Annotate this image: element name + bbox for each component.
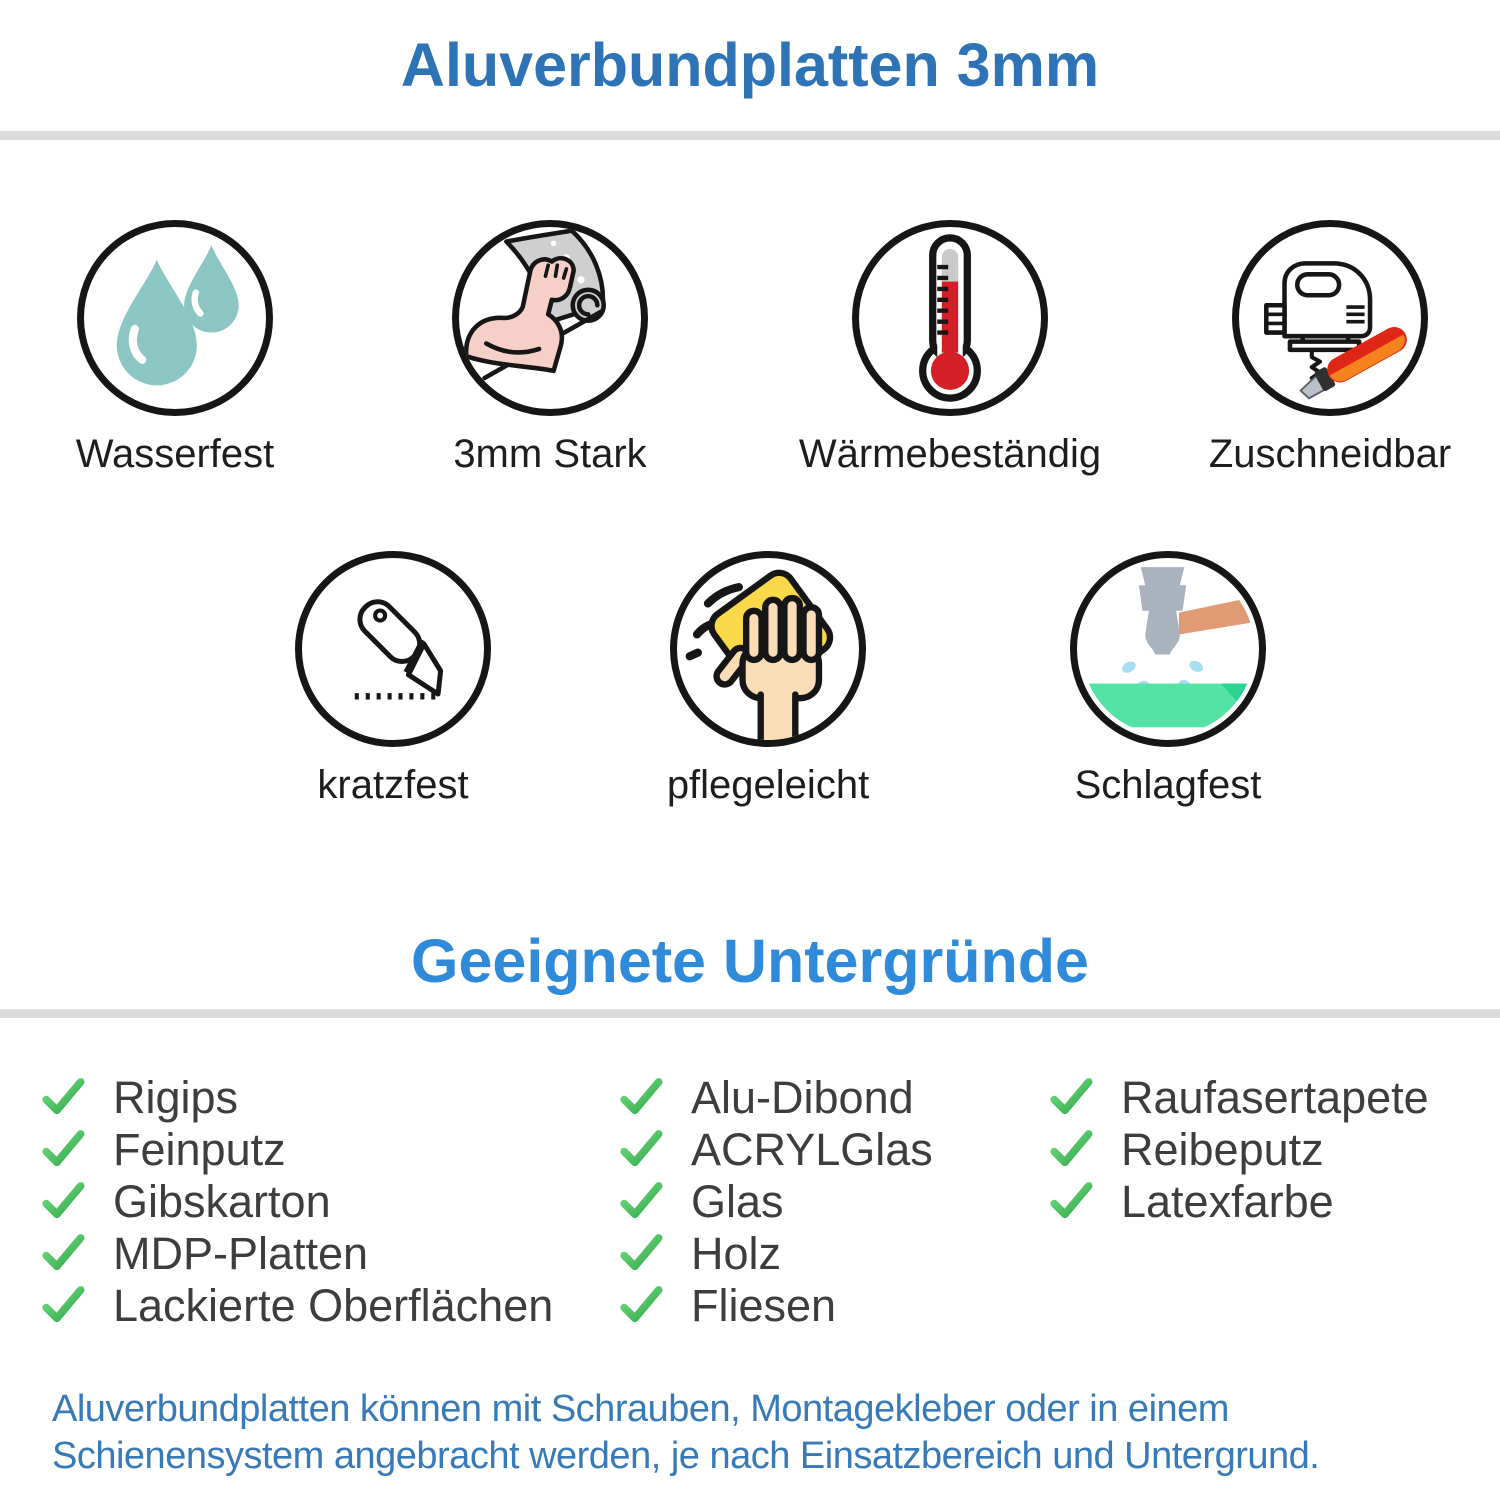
substrates-column-3: Raufasertapete Reibeputz Latexfarbe	[1048, 1072, 1429, 1228]
checkmark-icon	[1050, 1182, 1093, 1219]
list-item: Lackierte Oberflächen	[40, 1280, 553, 1332]
feature-circle	[1070, 551, 1266, 747]
checkmark-icon	[620, 1286, 663, 1323]
section-title-untergruende: Geeignete Untergründe	[411, 927, 1089, 995]
feature-wasserfest: Wasserfest	[5, 220, 345, 477]
wiping-hand-icon	[685, 569, 834, 740]
list-item: Alu-Dibond	[618, 1072, 933, 1124]
list-item: MDP-Platten	[40, 1228, 553, 1280]
mounting-note: Aluverbundplatten können mit Schrauben, …	[52, 1386, 1492, 1480]
feature-label: Zuschneidbar	[1208, 432, 1452, 476]
divider-top	[0, 131, 1500, 140]
list-item: Reibeputz	[1048, 1124, 1429, 1176]
checkmark-icon	[1050, 1130, 1093, 1167]
list-item-label: Raufasertapete	[1121, 1072, 1429, 1123]
list-item-label: Fliesen	[691, 1280, 837, 1331]
page-title: Aluverbundplatten 3mm	[400, 31, 1100, 99]
feature-label: 3mm Stark	[453, 432, 647, 476]
feature-3mm-stark: 3mm Stark	[380, 220, 720, 477]
list-item-label: Rigips	[113, 1072, 239, 1123]
hammer-impact-icon	[1081, 567, 1255, 728]
feature-zuschneidbar: Zuschneidbar	[1160, 220, 1500, 477]
checkmark-icon	[42, 1182, 85, 1219]
checkmark-icon	[620, 1182, 663, 1219]
checkmark-icon	[620, 1078, 663, 1115]
mounting-note-line2: Schienensystem angebracht werden, je nac…	[52, 1435, 1320, 1477]
checkmark-icon	[42, 1130, 85, 1167]
thermometer-icon	[919, 234, 981, 402]
list-item: Rigips	[40, 1072, 553, 1124]
list-item-label: Reibeputz	[1121, 1124, 1324, 1175]
list-item: Holz	[618, 1228, 933, 1280]
list-item-label: Latexfarbe	[1121, 1176, 1334, 1227]
list-item-label: Holz	[691, 1228, 782, 1279]
checkmark-icon	[42, 1234, 85, 1271]
list-item-label: ACRYLGlas	[691, 1124, 933, 1175]
water-drops-icon	[116, 245, 239, 386]
mounting-note-line1: Aluverbundplatten können mit Schrauben, …	[52, 1388, 1229, 1430]
divider-middle	[0, 1009, 1500, 1018]
substrates-column-1: Rigips Feinputz Gibskarton MDP-Platten L…	[40, 1072, 553, 1332]
feature-circle	[77, 220, 273, 416]
list-item: Latexfarbe	[1048, 1176, 1429, 1228]
feature-kratzfest: kratzfest	[223, 551, 563, 808]
feature-circle	[670, 551, 866, 747]
checkmark-icon	[42, 1286, 85, 1323]
feature-pflegeleicht: pflegeleicht	[598, 551, 938, 808]
checkmark-icon	[620, 1130, 663, 1167]
feature-circle	[295, 551, 491, 747]
feature-label: Wasserfest	[75, 432, 275, 476]
list-item: Gibskarton	[40, 1176, 553, 1228]
feature-label: kratzfest	[317, 763, 469, 807]
flexed-arm-plate-icon	[463, 228, 606, 381]
list-item-label: Glas	[691, 1176, 784, 1227]
checkmark-icon	[1050, 1078, 1093, 1115]
feature-label: pflegeleicht	[666, 763, 870, 807]
feature-circle	[1232, 220, 1428, 416]
list-item: ACRYLGlas	[618, 1124, 933, 1176]
list-item: Fliesen	[618, 1280, 933, 1332]
list-item-label: Alu-Dibond	[691, 1072, 914, 1123]
list-item-label: MDP-Platten	[113, 1228, 369, 1279]
feature-circle	[852, 220, 1048, 416]
substrates-column-2: Alu-Dibond ACRYLGlas Glas Holz Fliesen	[618, 1072, 933, 1332]
checkmark-icon	[620, 1234, 663, 1271]
feature-label: Wärmebeständig	[798, 432, 1102, 476]
list-item-label: Gibskarton	[113, 1176, 331, 1227]
list-item: Feinputz	[40, 1124, 553, 1176]
list-item: Glas	[618, 1176, 933, 1228]
feature-schlagfest: Schlagfest	[998, 551, 1338, 808]
list-item-label: Lackierte Oberflächen	[113, 1280, 554, 1331]
feature-circle	[452, 220, 648, 416]
jigsaw-and-knife-icon	[1264, 261, 1407, 400]
list-item: Raufasertapete	[1048, 1072, 1429, 1124]
cutter-knife-icon	[354, 599, 444, 700]
feature-waermebestaendig: Wärmebeständig	[780, 220, 1120, 477]
checkmark-icon	[42, 1078, 85, 1115]
feature-label: Schlagfest	[1074, 763, 1262, 807]
list-item-label: Feinputz	[113, 1124, 286, 1175]
